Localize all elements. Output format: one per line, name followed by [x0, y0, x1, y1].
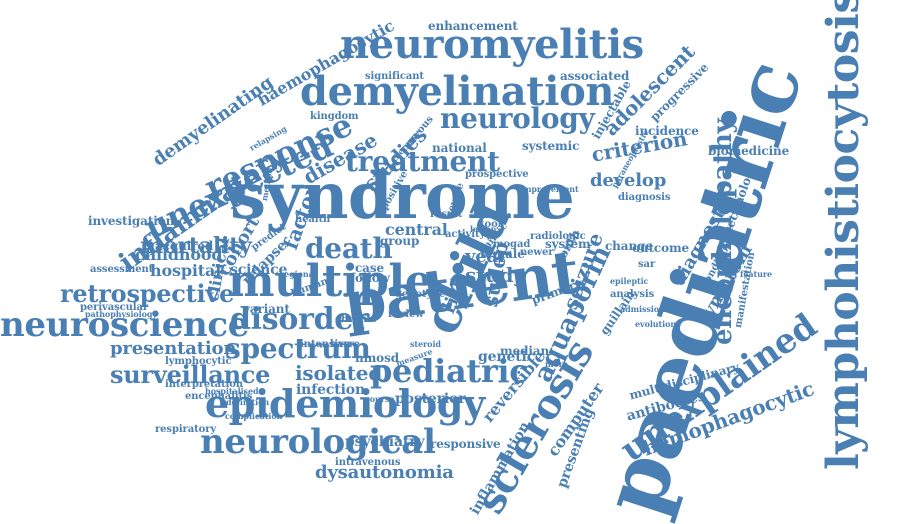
cloud-word: infection — [296, 382, 365, 398]
cloud-word: syndrome — [230, 159, 575, 234]
cloud-word: death — [305, 232, 393, 265]
cloud-word: isolated — [295, 361, 383, 385]
cloud-word: interpretation — [165, 379, 243, 390]
cloud-word: hospitalised — [205, 386, 259, 396]
cloud-word: responsive — [430, 437, 501, 451]
cloud-word: complication — [225, 411, 283, 421]
cloud-word: genotype — [395, 289, 446, 300]
cloud-word: associated — [560, 69, 630, 83]
cloud-word: develop — [590, 170, 667, 191]
cloud-word: encephalitis — [185, 391, 253, 402]
cloud-word: regional — [280, 269, 317, 279]
cloud-word: central — [385, 220, 448, 239]
cloud-word: incidence — [635, 124, 699, 138]
cloud-word: mogad — [493, 239, 531, 250]
cloud-word: presentation — [110, 338, 237, 359]
cloud-word: neuromyelitis — [340, 21, 644, 68]
cloud-word: improvement — [520, 184, 579, 194]
cloud-word: radiologic — [530, 231, 586, 242]
cloud-word: treatment — [345, 145, 500, 178]
cloud-word: group — [380, 234, 420, 248]
cloud-word: definition — [226, 397, 270, 407]
cloud-word: epileptic — [610, 276, 649, 286]
cloud-word: national — [432, 141, 487, 155]
cloud-word: hospital — [150, 261, 222, 280]
cloud-word: female — [480, 247, 525, 261]
cloud-word: systemic — [522, 139, 580, 153]
cloud-word: science — [230, 262, 288, 278]
cloud-word: retrospective — [60, 279, 235, 308]
cloud-word: pediatric — [370, 352, 529, 390]
cloud-word: assessment — [90, 264, 154, 275]
cloud-word: analysis — [610, 289, 655, 300]
cloud-word: demyelination — [300, 68, 615, 115]
cloud-word: pathophysiology — [85, 309, 157, 319]
cloud-word: barre — [330, 339, 360, 350]
cloud-word: biomedicine — [708, 144, 790, 158]
cloud-word: steroid — [410, 339, 441, 349]
cloud-word: evolution — [635, 319, 677, 329]
cloud-word: change — [605, 239, 653, 253]
cloud-word: year — [465, 246, 508, 267]
cloud-word: intravenous — [335, 457, 401, 468]
cloud-word: lymphocytic — [165, 356, 232, 367]
cloud-word: dysautonomia — [315, 462, 454, 483]
cloud-word: newer — [520, 247, 554, 258]
cloud-word: epidemiology — [205, 381, 485, 426]
cloud-word: disorder — [230, 302, 369, 337]
cloud-word: mortality — [140, 233, 252, 259]
cloud-word: childhood — [135, 245, 223, 264]
cloud-word: health — [295, 214, 331, 225]
cloud-word: follow — [350, 271, 390, 285]
cloud-word: prospective — [465, 169, 529, 180]
cloud-word: spectrum — [225, 332, 371, 365]
cloud-word: enhancement — [428, 19, 518, 33]
cloud-word: admission — [620, 304, 665, 314]
cloud-word: nmosd — [355, 351, 399, 365]
cloud-word: result — [430, 209, 463, 220]
cloud-word: intensive — [300, 339, 351, 350]
cloud-word: activity — [445, 229, 486, 240]
cloud-word: tool — [480, 219, 502, 230]
cloud-word: multiple — [228, 256, 433, 307]
cloud-word: kingdom — [310, 111, 359, 122]
cloud-word: neurological — [200, 422, 436, 462]
cloud-word: neuroscience — [0, 305, 250, 345]
cloud-word: genetic — [478, 349, 536, 365]
cloud-word: feature — [740, 269, 772, 279]
cloud-word: acquired — [155, 239, 214, 253]
cloud-word: neurology — [440, 102, 595, 135]
cloud-word: system — [545, 237, 591, 251]
cloud-word: case — [355, 261, 384, 275]
cloud-word: investigation — [88, 214, 175, 228]
cloud-word: perivascular — [80, 302, 149, 313]
cloud-word: diagnosis — [618, 192, 671, 203]
cloud-word: median — [500, 344, 550, 358]
cloud-word: surveillance — [110, 360, 271, 389]
cloud-word: more — [545, 359, 568, 369]
cloud-word: posterior — [395, 391, 466, 407]
cloud-word: sar — [638, 259, 656, 270]
cloud-word: lesion — [470, 224, 497, 234]
cloud-word: review — [388, 309, 424, 320]
cloud-word: psychiatry — [345, 434, 425, 450]
cloud-word: chronic — [335, 314, 377, 325]
cloud-word: course — [365, 394, 395, 404]
cloud-word: variant — [243, 302, 290, 316]
cloud-word: lymphohistiocytosis — [818, 0, 869, 470]
cloud-word: study — [465, 263, 525, 287]
cloud-word: significant — [365, 71, 424, 82]
cloud-word: respiratory — [155, 424, 217, 435]
cloud-word: outcome — [632, 241, 690, 255]
